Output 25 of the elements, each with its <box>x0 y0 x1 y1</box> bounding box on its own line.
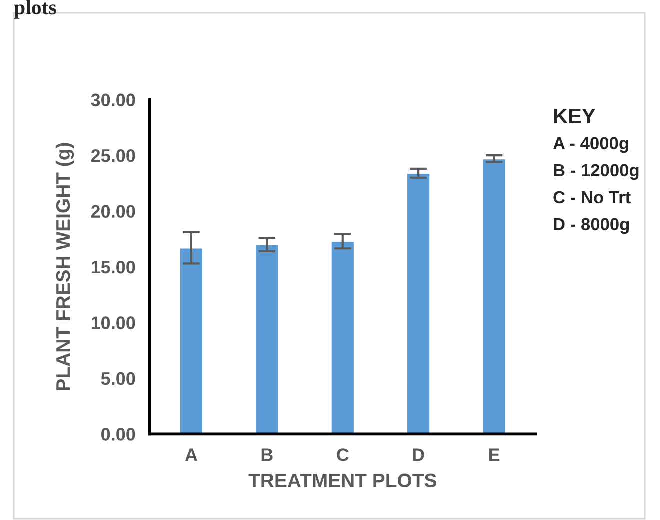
y-tick-label: 30.00 <box>91 94 136 107</box>
y-tick-label: 25.00 <box>91 150 136 162</box>
x-tick-label: D <box>413 448 424 462</box>
text: B - 12000g <box>554 164 639 180</box>
y-tick-label: 0.00 <box>102 428 136 441</box>
text: C - No Trt <box>554 191 631 204</box>
x-tick-label: C <box>337 448 349 462</box>
y-tick-label: 10.00 <box>92 316 136 330</box>
text: KEY <box>554 109 596 124</box>
text: A - 4000g <box>553 137 628 154</box>
bar <box>406 172 432 434</box>
y-tick-label: 20.00 <box>91 205 136 218</box>
x-tick-label: A <box>185 448 198 462</box>
y-tick-label: 5.00 <box>101 372 136 386</box>
text: D - 8000g <box>554 218 630 234</box>
bar <box>330 240 356 434</box>
x-axis-title: TREATMENT PLOTS <box>248 474 436 488</box>
chart-title: plots <box>14 0 56 19</box>
x-tick-label: E <box>489 448 500 462</box>
y-axis-title: PLANT FRESH WEIGHT (g) <box>56 143 74 390</box>
x-tick-label: B <box>262 448 273 462</box>
y-tick-label: 15.00 <box>92 260 136 274</box>
bar <box>179 247 204 434</box>
bar <box>254 244 280 434</box>
bar <box>482 158 507 434</box>
